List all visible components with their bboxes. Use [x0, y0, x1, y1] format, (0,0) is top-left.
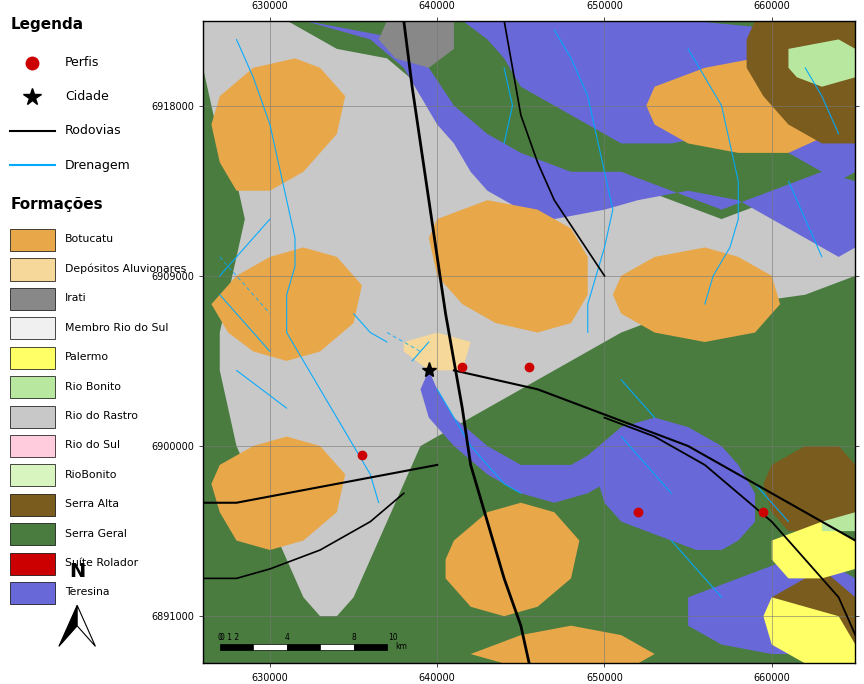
Polygon shape [421, 370, 638, 503]
Bar [10, 317, 54, 339]
Polygon shape [454, 21, 855, 181]
Bar [10, 229, 54, 251]
Bar [10, 582, 54, 604]
Bar [10, 288, 54, 310]
Text: Depósitos Aluvionares: Depósitos Aluvionares [65, 263, 187, 274]
Polygon shape [212, 436, 346, 550]
Polygon shape [378, 21, 454, 68]
Text: Drenagem: Drenagem [65, 159, 130, 172]
Text: Botucatu: Botucatu [65, 235, 114, 244]
Text: 0 1 2: 0 1 2 [219, 633, 238, 642]
Text: Suíte Rolador: Suíte Rolador [65, 558, 138, 568]
Bar [321, 644, 353, 650]
Text: Serra Alta: Serra Alta [65, 499, 119, 509]
Text: Formações: Formações [10, 197, 103, 212]
Bar [10, 347, 54, 369]
Polygon shape [429, 200, 588, 332]
Text: Rio do Rastro: Rio do Rastro [65, 411, 138, 421]
Polygon shape [789, 40, 855, 87]
Text: Teresina: Teresina [65, 588, 110, 597]
Text: Legenda: Legenda [10, 17, 83, 32]
Text: 10: 10 [389, 633, 398, 642]
Text: Cidade: Cidade [65, 90, 109, 103]
Bar [10, 464, 54, 486]
Polygon shape [746, 21, 855, 144]
Bar [10, 376, 54, 398]
Polygon shape [59, 605, 77, 646]
Polygon shape [212, 248, 362, 361]
Polygon shape [471, 626, 655, 663]
Text: Rio Bonito: Rio Bonito [65, 382, 121, 391]
Polygon shape [212, 58, 346, 191]
Polygon shape [203, 21, 855, 616]
Polygon shape [403, 332, 471, 370]
Polygon shape [588, 418, 755, 550]
Text: 4: 4 [284, 633, 289, 642]
Bar [253, 644, 287, 650]
Text: Palermo: Palermo [65, 352, 109, 362]
Text: Serra Geral: Serra Geral [65, 529, 127, 538]
Polygon shape [77, 605, 95, 646]
Bar [10, 523, 54, 545]
Polygon shape [822, 512, 855, 531]
Text: km: km [396, 642, 407, 651]
Polygon shape [772, 522, 855, 579]
Text: 0: 0 [218, 633, 222, 642]
Text: RioBonito: RioBonito [65, 470, 118, 479]
Text: Membro Rio do Sul: Membro Rio do Sul [65, 323, 168, 332]
Polygon shape [613, 248, 780, 342]
Polygon shape [772, 569, 855, 654]
Text: Irati: Irati [65, 293, 86, 303]
Text: Rodovias: Rodovias [65, 124, 122, 137]
Text: 8: 8 [351, 633, 356, 642]
Bar [10, 435, 54, 457]
Bar [10, 494, 54, 516]
Text: N: N [69, 562, 86, 581]
Polygon shape [688, 560, 855, 654]
Polygon shape [446, 503, 580, 616]
Bar [10, 553, 54, 575]
Polygon shape [203, 21, 855, 257]
Bar [287, 644, 321, 650]
Polygon shape [764, 446, 855, 531]
Bar [353, 644, 387, 650]
Polygon shape [646, 58, 839, 153]
Text: Rio do Sul: Rio do Sul [65, 440, 120, 450]
Bar [219, 644, 253, 650]
Bar [10, 406, 54, 428]
Polygon shape [764, 597, 855, 663]
Bar [10, 259, 54, 280]
Text: Perfis: Perfis [65, 56, 99, 69]
